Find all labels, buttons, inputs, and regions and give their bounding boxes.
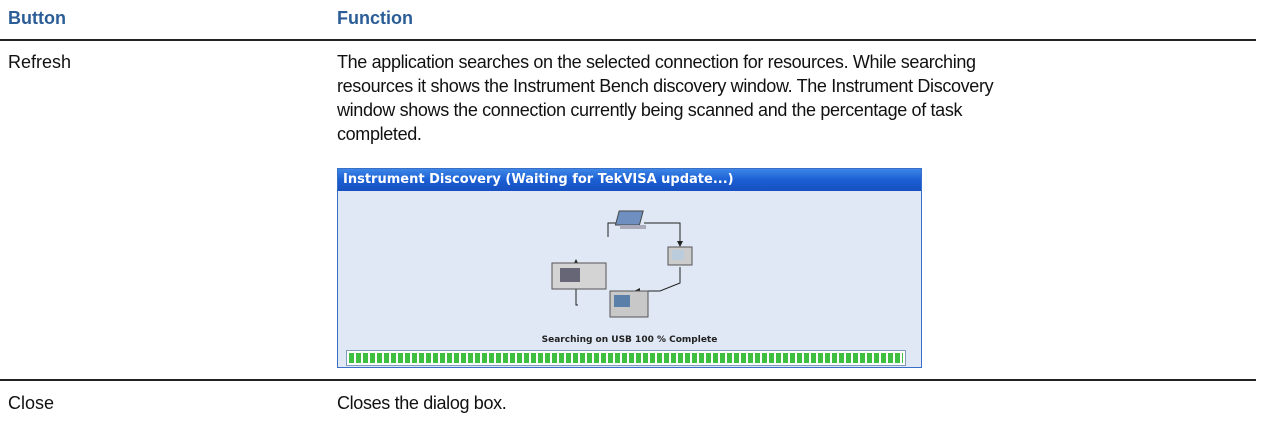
description-line: The application searches on the selected… — [337, 52, 976, 72]
window-title: Instrument Discovery (Waiting for TekVIS… — [338, 169, 921, 191]
header-function: Function — [337, 8, 413, 28]
button-name: Refresh — [8, 52, 72, 72]
description-line: Closes the dialog box. — [337, 393, 507, 413]
description-line: window shows the connection currently be… — [337, 100, 963, 120]
progress-fill — [349, 353, 903, 363]
rule — [0, 379, 1256, 381]
button-name: Close — [8, 393, 55, 413]
discovery-diagram — [551, 210, 693, 318]
status-text: Searching on USB 100 % Complete — [541, 335, 718, 345]
description-line: completed. — [337, 124, 422, 144]
description-line: resources it shows the Instrument Bench … — [337, 76, 994, 96]
rule — [0, 39, 1256, 41]
progress-bar — [346, 350, 906, 366]
header-button: Button — [8, 8, 66, 28]
discovery-window: Instrument Discovery (Waiting for TekVIS… — [337, 168, 922, 368]
